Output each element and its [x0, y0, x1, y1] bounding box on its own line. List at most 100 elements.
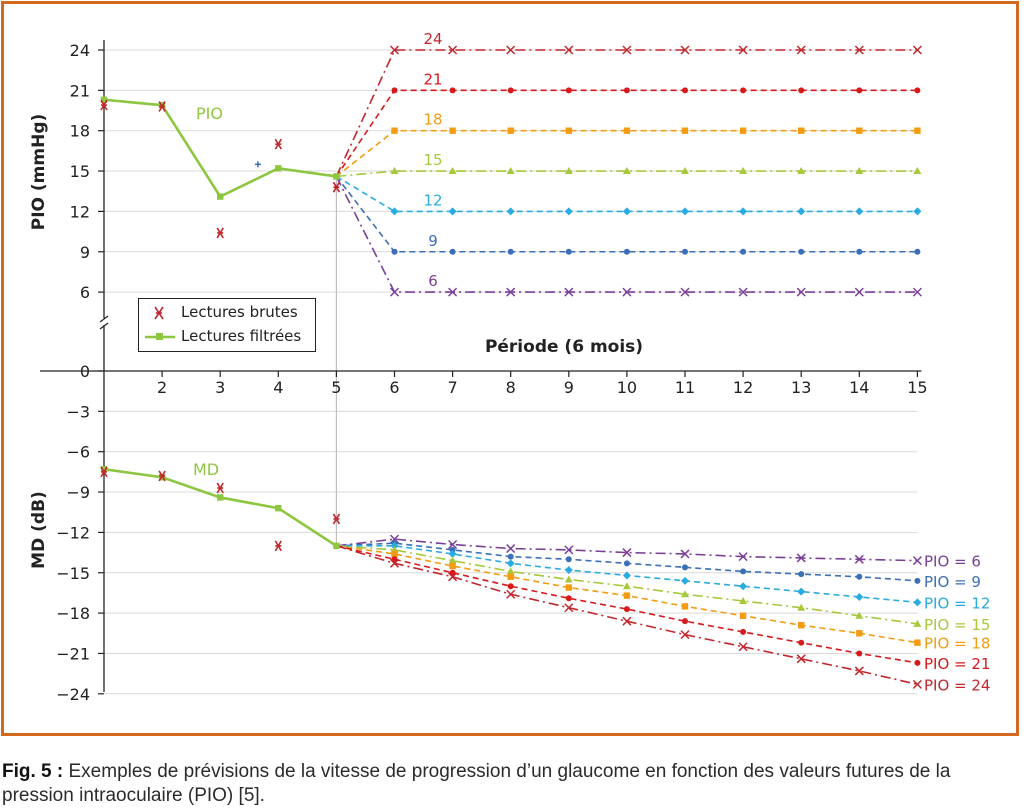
top-scenario-24-point-8-b [506, 45, 516, 55]
caption-label: Fig. 5 : [2, 761, 64, 782]
top-scenario-9-point-11 [682, 248, 688, 255]
top-scenario-6-point-15 [912, 287, 922, 297]
top-filtered-point-1-s [100, 96, 108, 103]
top-scenario-18-point-12 [739, 127, 747, 134]
top-scenario-24-point-12-b [738, 45, 748, 55]
top-scenario-18-point-7-s [449, 127, 456, 134]
top-scenario-6-point-6-b [389, 287, 400, 297]
bottom-filtered-point-1-s [100, 465, 108, 473]
bottom-filtered-point-3 [217, 494, 224, 501]
bottom-raw-point-1 [100, 466, 108, 478]
bottom-scenario-label-6: PIO = 21 [924, 655, 990, 673]
bottom-scenario-6-point-14-c [856, 650, 863, 657]
bottom-scenario-2-point-12 [740, 568, 747, 575]
bottom-raw-point-5 [332, 513, 341, 525]
bottom-scenario-3-point-7-d [448, 549, 457, 558]
top-scenario-12-point-8-d [506, 207, 515, 216]
bottom-scenario-4-point-11 [681, 590, 689, 598]
bottom-scenario-1-point-11 [680, 549, 690, 559]
bottom-scenario-4-point-13 [797, 603, 806, 611]
bottom-scenario-6-point-12 [740, 628, 747, 635]
bottom-scenario-4-point-12-t [739, 596, 748, 604]
legend-filtered: Lectures filtrées [139, 325, 315, 349]
top-scenario-24-point-9-b [564, 45, 574, 55]
bottom-scenario-3-point-12 [739, 582, 748, 591]
bottom-scenario-2-point-13-c [798, 571, 805, 578]
bottom-scenario-7-point-8 [506, 589, 516, 599]
top-raw-point-1 [100, 99, 108, 111]
bottom-scenario-5-point-7 [449, 562, 456, 570]
bottom-scenario-5-point-14 [856, 630, 863, 637]
bottom-scenario-6-point-8 [507, 583, 514, 590]
bottom-ytick-label-9: −9 [66, 483, 90, 502]
top-filtered-point-5-s [333, 173, 340, 180]
top-raw-point-2 [158, 101, 166, 112]
bottom-scenario-4-point-10 [622, 582, 631, 590]
bottom-scenario-label-7: PIO = 24 [924, 676, 990, 694]
bottom-scenario-2-point-15-c [914, 577, 921, 584]
bottom-ytick-label-12: −12 [56, 523, 90, 542]
bottom-scenario-7-point-14-b [854, 666, 864, 676]
bottom-scenario-label-4: PIO = 15 [924, 616, 990, 634]
top-filtered-point-4 [275, 165, 282, 172]
bottom-scenario-7-point-15 [912, 679, 922, 689]
bottom-scenario-label-3: PIO = 12 [924, 594, 990, 612]
top-scenario-15-point-6 [390, 167, 399, 175]
bottom-scenario-7-point-6 [389, 558, 400, 568]
xtick-label-13: 13 [791, 378, 811, 397]
bottom-scenario-2-point-7 [449, 546, 456, 553]
bottom-scenario-5-point-9 [565, 584, 572, 591]
bottom-scenario-1-point-8 [506, 544, 516, 554]
xtick-label-3: 3 [215, 378, 225, 397]
top-ytick-label-9: 9 [80, 243, 90, 262]
bottom-filtered-point-4-s [275, 504, 282, 512]
top-scenario-21-point-6-c [391, 87, 398, 94]
bottom-scenario-4-point-15-t [913, 619, 922, 627]
top-scenario-line-18 [335, 129, 918, 178]
top-scenario-15-point-14 [855, 167, 864, 175]
bottom-scenario-5-point-8 [507, 573, 514, 580]
top-scenario-21-point-13 [798, 87, 805, 94]
top-scenario-21-point-8-c [507, 87, 514, 94]
bottom-scenario-5-point-12 [739, 612, 747, 619]
top-scenario-9-point-12 [740, 248, 747, 255]
bottom-ytick-label-18: −18 [56, 604, 90, 623]
top-scenario-24-point-9 [564, 45, 574, 55]
bottom-scenario-3-point-6-d [390, 541, 399, 550]
bottom-scenario-4-point-9-t [564, 575, 573, 583]
bottom-scenario-4-point-13-t [797, 603, 806, 611]
top-scenario-15-point-15 [913, 167, 922, 175]
top-scenario-18-point-8 [507, 127, 514, 134]
top-scenario-9-point-8 [507, 248, 514, 255]
top-scenario-18-point-10-s [623, 127, 631, 134]
top-scenario-9-point-11-c [682, 248, 688, 255]
chart-svg: 6 9 12 15 18 21 24 0 −3 −6 −9 −12 −15 −18 −21 −24 2 3 4 5 6 7… [29, 30, 990, 704]
top-scenario-label-6: 6 [428, 272, 438, 290]
bottom-scenario-5-point-13 [798, 622, 805, 629]
top-scenario-label-18: 18 [423, 111, 442, 129]
top-scenario-15-point-10 [622, 167, 631, 175]
bottom-scenario-1-point-15-b [912, 556, 922, 566]
top-scenario-12-point-10 [622, 207, 631, 216]
bottom-scenario-3-point-14-d [855, 592, 864, 601]
top-scenario-15-point-11-t [681, 167, 689, 175]
top-scenario-12-point-12-d [739, 207, 748, 216]
bottom-scenario-3-point-9 [564, 566, 573, 575]
bottom-scenario-6-point-13 [798, 639, 805, 646]
bottom-scenario-1-point-7 [448, 539, 458, 550]
top-scenario-9-point-9 [565, 248, 572, 255]
bottom-scenario-6-point-12-c [740, 628, 747, 635]
top-filtered-point-3 [217, 193, 224, 200]
xtick-label-14: 14 [849, 378, 869, 397]
top-scenario-9-point-14-c [856, 248, 863, 255]
legend: Lectures brutes Lectures filtrées [138, 298, 316, 352]
bottom-scenario-4-point-9 [564, 575, 573, 583]
top-scenario-6-point-12-b [738, 287, 748, 297]
top-scenario-label-12: 12 [423, 191, 442, 209]
top-scenario-9-point-12-c [740, 248, 747, 255]
xtick-label-6: 6 [389, 378, 399, 397]
top-scenario-6-point-14-b [854, 287, 864, 297]
bottom-scenario-2-point-10-c [623, 560, 630, 567]
top-scenario-18-point-6 [391, 127, 398, 134]
top-scenario-label-9: 9 [428, 232, 438, 250]
